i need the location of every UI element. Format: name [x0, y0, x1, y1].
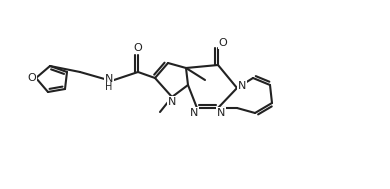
Text: O: O: [219, 38, 227, 48]
Text: O: O: [134, 43, 142, 53]
Text: N: N: [190, 108, 198, 118]
Text: O: O: [28, 73, 36, 83]
Text: N: N: [168, 97, 176, 107]
Text: N: N: [217, 108, 225, 118]
Text: N: N: [238, 81, 246, 91]
Text: H: H: [105, 82, 113, 92]
Text: N: N: [105, 74, 113, 84]
